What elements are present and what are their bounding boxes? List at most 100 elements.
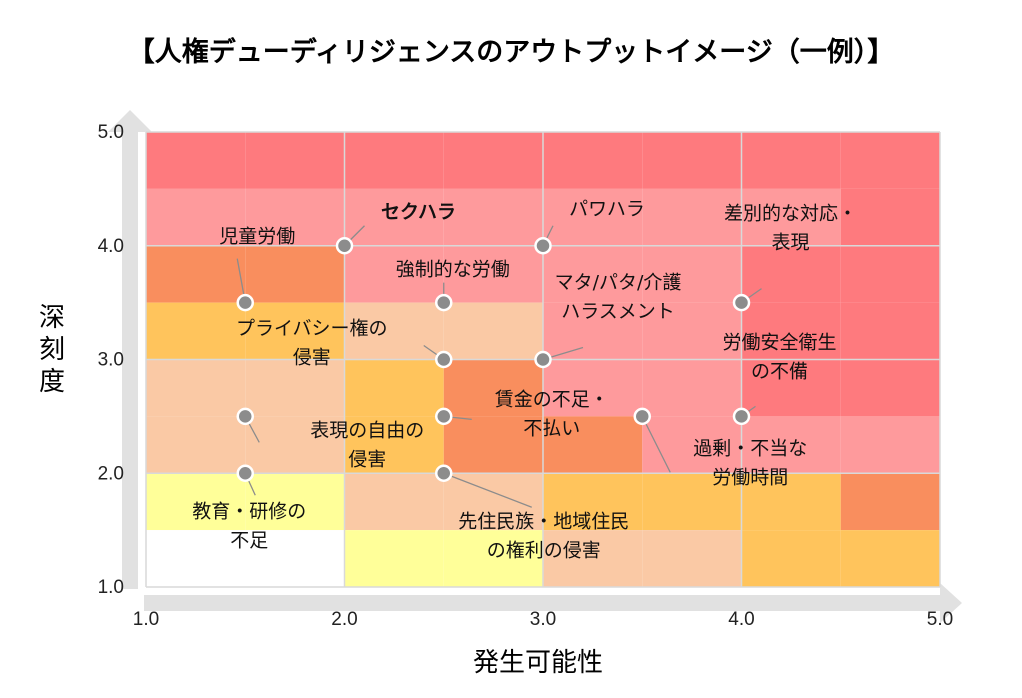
heatmap-cell [642,245,742,303]
data-point [534,237,552,255]
x-tick-label: 2.0 [331,609,357,630]
heatmap-cell [443,473,543,531]
heatmap-cell [146,416,246,474]
heatmap-cell [741,188,841,246]
y-tick-label: 4.0 [98,236,124,257]
y-tick-label: 3.0 [98,350,124,371]
y-tick-label: 5.0 [98,122,124,143]
heatmap-cell [840,473,940,531]
point-label: 教育・研修の不足 [192,500,306,551]
heatmap-cell [642,132,742,189]
point-label: 強制的な労働 [396,259,510,281]
heatmap-cell [245,302,345,360]
data-point [633,407,651,426]
point-label: 先住民族・地域住民の権利の侵害 [458,510,629,561]
heatmap-cell [344,473,444,531]
data-point [236,464,254,482]
data-point [435,350,453,369]
data-point [335,237,354,255]
point-label: セクハラ [381,201,456,223]
x-tick-label: 4.0 [728,609,754,630]
heatmap-cell [543,245,643,303]
heatmap-cell [543,132,643,189]
point-label: パワハラ [569,198,645,220]
heatmap-cell [642,473,742,531]
heatmap-cell [543,188,643,246]
heatmap-cell [146,359,246,417]
heatmap-cell [840,416,940,474]
heatmap-cell [245,359,345,417]
heatmap-cell [642,416,742,474]
x-axis-arrow [144,583,962,623]
heatmap-cell [344,416,444,474]
heatmap-cell [146,245,246,303]
heatmap-cell [443,132,543,189]
heatmap-cell [741,530,841,587]
heatmap-cell [443,188,543,246]
heatmap-cell [642,188,742,246]
y-axis-title: 深刻度 [39,303,65,397]
heatmap-cell [146,132,246,189]
data-point [732,407,751,426]
heatmap-cell [245,473,345,531]
heatmap-cell [443,245,543,303]
heatmap-cell [840,530,940,587]
heatmap-cell [245,416,345,474]
heatmap-cell [741,245,841,303]
x-tick-label: 5.0 [927,609,953,630]
data-point [435,407,453,426]
heatmap-cell [642,530,742,587]
heatmap-cell [443,302,543,360]
heatmap-cell [344,530,444,587]
heatmap-cell [642,359,742,417]
point-label: 差別的な対応・表現 [724,203,857,254]
heatmap-cell [741,302,841,360]
data-point [435,464,453,482]
heatmap-cell [543,302,643,360]
data-point [236,407,254,426]
data-point [732,293,751,312]
heatmap-cell [344,245,444,303]
point-label: 表現の自由の侵害 [310,419,424,470]
heatmap-cell [642,302,742,360]
heatmap-cell [741,473,841,531]
point-label: マタ/パタ/介護ハラスメント [555,272,682,323]
y-axis-arrow [108,110,152,589]
heatmap-cell [344,132,444,189]
data-point [534,350,552,369]
heatmap-cell [146,473,246,531]
heatmap-cell [840,245,940,303]
y-tick-label: 2.0 [98,463,124,484]
heatmap-cell [344,302,444,360]
heatmap-cell [543,359,643,417]
heatmap-cell [543,530,643,587]
heatmap-cell [245,530,345,587]
heatmap-cell [741,359,841,417]
x-tick-label: 3.0 [530,609,556,630]
heatmap-cell [146,188,246,246]
point-label: 労働安全衛生の不備 [722,331,836,382]
heatmap-cell [840,132,940,189]
heatmap-cell [146,530,246,587]
heatmap-cell [840,359,940,417]
heatmap-cell [741,132,841,189]
chart-title: 【人権デューディリジェンスのアウトプットイメージ（一例）】 [127,37,895,68]
point-label: 児童労働 [219,226,295,248]
heatmap-cell [344,359,444,417]
heatmap-cell [543,416,643,474]
heatmap-cell [840,302,940,360]
point-label: 過剰・不当な労働時間 [693,437,807,488]
leader-line [443,472,532,508]
heatmap-cell [245,245,345,303]
heatmap-cell [245,132,345,189]
heatmap-cell [443,530,543,587]
heatmap-cell [245,188,345,246]
x-axis-title: 発生可能性 [473,648,603,678]
data-point [435,293,453,312]
heatmap-cell [741,416,841,474]
heatmap-cell [344,188,444,246]
heatmap-cell [146,302,246,360]
y-tick-label: 1.0 [98,577,124,598]
heatmap-cell [443,359,543,417]
